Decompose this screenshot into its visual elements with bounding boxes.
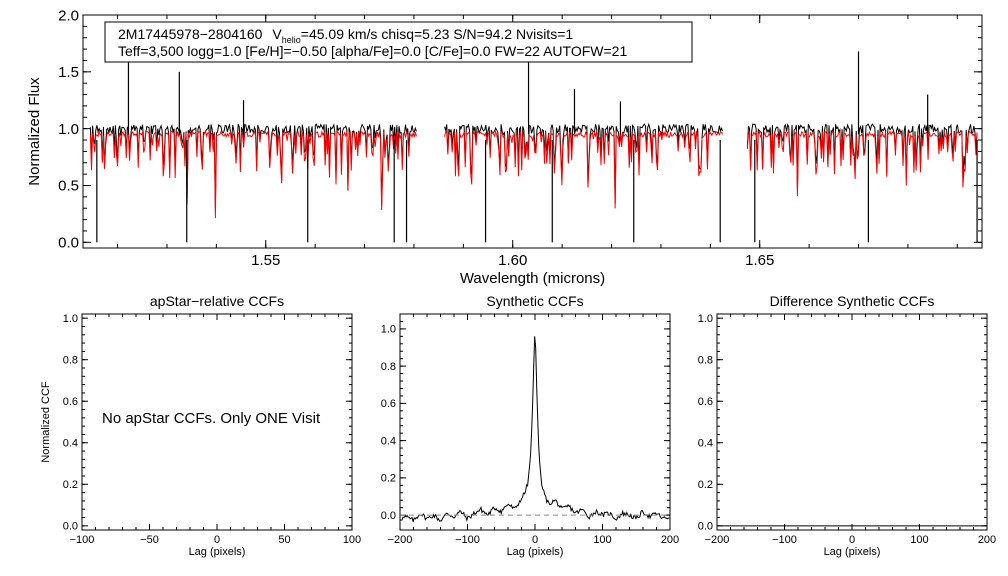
- y-tick-label: 0.6: [381, 398, 396, 410]
- legend-vhelio-subscript: helio: [282, 35, 301, 45]
- x-tick-label: 100: [910, 534, 928, 546]
- y-tick-label: 0.2: [63, 479, 78, 491]
- y-tick-label: 0.4: [698, 438, 713, 450]
- spectrum-plot: 1.55 1.60 1.65 0.0 0.5 1.0 1.5 2.0 Wavelength (m…: [26, 7, 983, 287]
- plot-frame: [716, 313, 988, 531]
- x-tick-label: 200: [661, 534, 679, 546]
- x-axis-title: Lag (pixels): [507, 546, 564, 558]
- y-tick-label: 1.0: [58, 121, 79, 138]
- plot-title: apStar−relative CCFs: [150, 293, 284, 309]
- legend-line1: 2M17445978−2804160 Vhelio=45.09 km/s chis…: [118, 26, 573, 45]
- plot-frame: [399, 313, 671, 531]
- y-tick-label: 1.0: [63, 313, 78, 325]
- y-tick-label: 0.4: [381, 435, 396, 447]
- y-axis-title: Normalized CCF: [40, 381, 52, 463]
- difference-ccf-plot: −200 −100 0 100 200 0.0 0.2 0.4 0.6 0.8 1.0 Differe…: [698, 293, 996, 558]
- legend-star-id: 2M17445978−2804160: [118, 26, 263, 42]
- y-tick-label: 0.0: [381, 510, 396, 522]
- y-axis-title: Normalized Flux: [26, 77, 43, 186]
- x-tick-label: −200: [388, 534, 413, 546]
- x-tick-label: −100: [772, 534, 797, 546]
- y-tick-label: 2.0: [58, 7, 79, 24]
- synthetic-ccf-plot: −200 −100 0 100 200 0.0 0.2 0.4 0.6 0.8 1.0 Synthet…: [381, 293, 679, 558]
- model-spectrum-line: [444, 129, 724, 209]
- plot-title: Difference Synthetic CCFs: [770, 293, 935, 309]
- y-tick-label: 0.8: [698, 355, 713, 367]
- y-tick-label: 1.0: [698, 313, 713, 325]
- legend-line2: Teff=3,500 logg=1.0 [Fe/H]=−0.50 [alpha/…: [118, 43, 627, 59]
- spectrum-legend-box: [104, 21, 693, 63]
- y-tick-label: 0.6: [698, 396, 713, 408]
- y-tick-label: 0.5: [58, 178, 79, 195]
- x-tick-label: 1.60: [498, 252, 527, 269]
- observed-spectrum-line: [746, 123, 978, 191]
- plot-frame: [82, 14, 983, 249]
- y-tick-label: 0.6: [63, 396, 78, 408]
- x-tick-label: 50: [278, 534, 290, 546]
- x-tick-label: −200: [705, 534, 730, 546]
- x-axis-title: Wavelength (microns): [460, 270, 605, 287]
- synthetic-ccf-line: [399, 336, 670, 523]
- y-tick-label: 0.4: [63, 438, 78, 450]
- y-tick-label: 0.2: [698, 479, 713, 491]
- x-tick-label: 100: [343, 534, 361, 546]
- x-tick-label: 0: [214, 534, 220, 546]
- x-tick-label: 0: [532, 534, 538, 546]
- x-axis-title: Lag (pixels): [824, 546, 881, 558]
- y-tick-label: 0.2: [381, 473, 396, 485]
- y-tick-label: 0.8: [63, 355, 78, 367]
- y-tick-label: 0.0: [58, 235, 79, 252]
- y-tick-label: 0.8: [381, 361, 396, 373]
- y-tick-label: 1.0: [381, 324, 396, 336]
- x-tick-label: 100: [593, 534, 611, 546]
- apstar-ccf-plot: −100 −50 0 50 100 0.0 0.2 0.4 0.6 0.8 1.0 apStar−re…: [40, 293, 361, 558]
- x-tick-label: 0: [849, 534, 855, 546]
- legend-stats: =45.09 km/s chisq=5.23 S/N=94.2 Nvisits=…: [301, 26, 574, 42]
- no-apstar-message: No apStar CCFs. Only ONE Visit: [102, 410, 321, 427]
- legend-vhelio-symbol: V: [272, 26, 282, 42]
- x-axis-title: Lag (pixels): [189, 546, 246, 558]
- model-spectrum-line: [89, 129, 417, 219]
- x-tick-label: −100: [455, 534, 480, 546]
- y-tick-label: 0.0: [698, 521, 713, 533]
- x-tick-label: 1.65: [745, 252, 774, 269]
- x-tick-label: −50: [140, 534, 159, 546]
- x-tick-label: 200: [978, 534, 996, 546]
- plot-title: Synthetic CCFs: [486, 293, 583, 309]
- y-tick-label: 0.0: [63, 521, 78, 533]
- model-spectrum-line: [746, 130, 978, 197]
- y-tick-label: 1.5: [58, 64, 79, 81]
- x-tick-label: 1.55: [251, 252, 280, 269]
- x-tick-label: −100: [70, 534, 95, 546]
